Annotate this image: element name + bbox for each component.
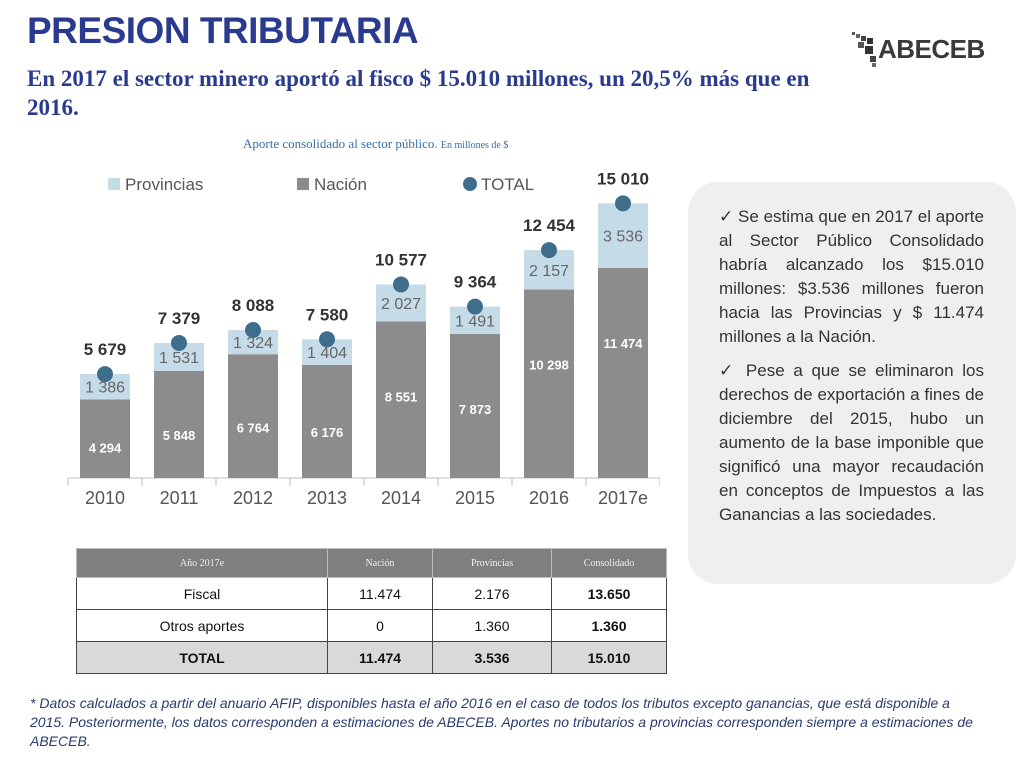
- legend-swatch-provincias: [108, 178, 120, 190]
- data-label-total: 10 577: [375, 250, 427, 269]
- data-label-nacion: 6 764: [237, 420, 270, 435]
- data-label-nacion: 7 873: [459, 402, 492, 417]
- data-label-total: 7 580: [306, 305, 349, 324]
- data-label-nacion: 4 294: [89, 441, 122, 456]
- x-tick-label: 2013: [307, 488, 347, 508]
- table-cell: 11.474: [327, 641, 433, 674]
- chart-caption-unit: En millones de $: [440, 140, 509, 151]
- table-cell: 1.360: [432, 609, 552, 642]
- sidebar-bullet-text: Se estima que en 2017 el aporte al Secto…: [719, 207, 984, 346]
- data-label-provincias: 2 027: [381, 296, 421, 313]
- bar-nacion: [524, 289, 574, 478]
- total-marker: [245, 321, 261, 338]
- chart-caption: Aporte consolidado al sector público. En…: [243, 136, 508, 152]
- x-tick-label: 2016: [529, 488, 569, 508]
- checkmark-icon: ✓: [719, 207, 734, 226]
- table-row-total: TOTAL 11.474 3.536 15.010: [76, 641, 667, 674]
- total-marker: [171, 334, 187, 351]
- bar-nacion: [376, 321, 426, 478]
- table-header-cell: Año 2017e: [76, 548, 328, 578]
- legend-label-nacion: Nación: [314, 175, 367, 194]
- legend-label-total: TOTAL: [481, 175, 534, 194]
- table-row: Fiscal 11.474 2.176 13.650: [76, 577, 667, 610]
- table-cell: 11.474: [327, 577, 433, 610]
- data-label-total: 15 010: [597, 169, 649, 188]
- table-row: Otros aportes 0 1.360 1.360: [76, 609, 667, 642]
- x-tick-label: 2015: [455, 488, 495, 508]
- bar-provincias: [598, 203, 648, 269]
- sidebar-bullet-text: Pese a que se eliminaron los derechos de…: [719, 361, 984, 524]
- x-tick-label: 2012: [233, 488, 273, 508]
- legend-label-provincias: Provincias: [125, 175, 203, 194]
- table-cell: 1.360: [551, 609, 667, 642]
- data-label-nacion: 6 176: [311, 425, 344, 440]
- data-label-nacion: 5 848: [163, 428, 196, 443]
- bar-nacion: [598, 268, 648, 478]
- summary-table: Año 2017e Nación Provincias Consolidado …: [76, 548, 667, 674]
- table-header-cell: Consolidado: [551, 548, 667, 578]
- x-tick-label: 2014: [381, 488, 421, 508]
- chart-caption-text: Aporte consolidado al sector público.: [243, 136, 438, 151]
- bar-nacion: [154, 370, 204, 478]
- table-cell: 15.010: [551, 641, 667, 674]
- total-marker: [393, 276, 409, 293]
- data-label-provincias: 3 536: [603, 229, 643, 246]
- x-tick-label: 2010: [85, 488, 125, 508]
- table-cell: 3.536: [432, 641, 552, 674]
- table-header-row: Año 2017e Nación Provincias Consolidado: [76, 548, 667, 578]
- x-tick-label: 2011: [160, 488, 199, 508]
- sidebar-text: ✓ Se estima que en 2017 el aporte al Sec…: [719, 205, 984, 537]
- legend-marker-total: [463, 177, 477, 191]
- sidebar-panel: [688, 182, 1016, 584]
- total-marker: [615, 195, 631, 212]
- abeceb-logo: ABECEB: [850, 30, 990, 72]
- total-marker: [97, 366, 113, 383]
- data-label-provincias: 1 404: [307, 345, 347, 362]
- footnote: * Datos calculados a partir del anuario …: [30, 695, 973, 749]
- data-label-provincias: 1 324: [233, 335, 273, 352]
- bar-nacion: [450, 333, 500, 478]
- data-label-nacion: 10 298: [529, 358, 569, 373]
- bar-nacion: [302, 364, 352, 478]
- data-label-total: 9 364: [454, 273, 497, 292]
- bar-nacion: [80, 399, 130, 478]
- bar-nacion: [228, 354, 278, 478]
- data-label-total: 5 679: [84, 340, 127, 359]
- total-marker: [541, 242, 557, 259]
- x-tick-label: 2017e: [598, 488, 648, 508]
- data-label-provincias: 1 491: [455, 313, 495, 330]
- sidebar-bullet-2: ✓ Pese a que se eliminaron los derechos …: [719, 359, 984, 527]
- logo-text: ABECEB: [878, 34, 985, 64]
- data-label-provincias: 2 157: [529, 263, 569, 280]
- total-marker: [319, 331, 335, 348]
- stacked-bar-chart: Provincias Nación TOTAL 4 294 1 386 5 679 2010…: [67, 169, 660, 508]
- table-cell: 13.650: [551, 577, 667, 610]
- table-header-cell: Nación: [327, 548, 433, 578]
- table-cell: 2.176: [432, 577, 552, 610]
- table-cell: Fiscal: [76, 577, 328, 610]
- data-label-nacion: 8 551: [385, 390, 418, 405]
- data-label-nacion: 11 474: [603, 336, 643, 351]
- page-title: PRESION TRIBUTARIA: [27, 10, 419, 51]
- table-cell: TOTAL: [76, 641, 328, 674]
- total-marker: [467, 298, 483, 315]
- legend-swatch-nacion: [297, 178, 309, 190]
- table-cell: 0: [327, 609, 433, 642]
- checkmark-icon: ✓: [719, 361, 738, 380]
- data-label-total: 7 379: [158, 309, 201, 328]
- sidebar-bullet-1: ✓ Se estima que en 2017 el aporte al Sec…: [719, 205, 984, 349]
- logo-mark-icon: [852, 32, 876, 67]
- table-header-cell: Provincias: [432, 548, 552, 578]
- subtitle: En 2017 el sector minero aportó al fisco…: [27, 66, 810, 120]
- data-label-total: 12 454: [523, 216, 576, 235]
- data-label-total: 8 088: [232, 296, 275, 315]
- data-label-provincias: 1 531: [159, 350, 199, 367]
- data-label-provincias: 1 386: [85, 380, 125, 397]
- table-cell: Otros aportes: [76, 609, 328, 642]
